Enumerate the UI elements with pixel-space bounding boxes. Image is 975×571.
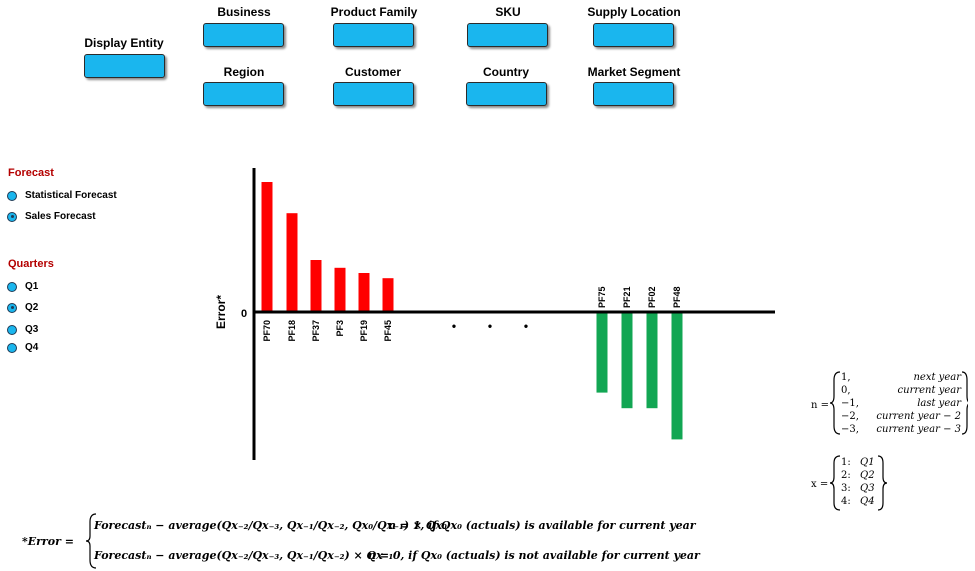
radio-icon[interactable] bbox=[7, 281, 17, 292]
quarters-title: Quarters bbox=[8, 258, 54, 270]
legend-num: −2, bbox=[841, 411, 859, 422]
radio-icon[interactable] bbox=[7, 324, 17, 335]
business-label: Business bbox=[217, 5, 271, 19]
supply-location-label: Supply Location bbox=[587, 5, 681, 19]
legend-num: −3, bbox=[841, 424, 859, 435]
product-family-label: Product Family bbox=[330, 5, 418, 19]
region-label: Region bbox=[223, 65, 265, 79]
legend-num: 1, bbox=[841, 372, 851, 383]
legend-text: next year bbox=[913, 372, 962, 383]
forecast-option-statistical[interactable]: Statistical Forecast bbox=[7, 190, 117, 201]
legend-text: Q2 bbox=[860, 470, 875, 481]
legend-text: current year bbox=[898, 385, 963, 396]
quarter-option-q1[interactable]: Q1 bbox=[7, 281, 38, 292]
y-axis-label: Error* bbox=[214, 295, 228, 329]
category-label: • bbox=[452, 319, 456, 333]
legend-num: 3: bbox=[841, 483, 851, 494]
radio-label: Q4 bbox=[25, 342, 39, 353]
legend-num: 1: bbox=[841, 457, 851, 468]
legend-text: Q4 bbox=[860, 496, 875, 507]
formula-brace-icon bbox=[85, 513, 97, 569]
formula-label: *Error = bbox=[22, 535, 74, 548]
radio-label: Q1 bbox=[25, 281, 39, 292]
formula-row1-condition: n = 1, if Qx₀ (actuals) is available for… bbox=[388, 519, 696, 532]
legend-text: current year − 2 bbox=[876, 411, 961, 422]
bar-pf48 bbox=[671, 312, 683, 440]
quarter-option-q2[interactable]: Q2 bbox=[7, 302, 38, 313]
legend-num: −1, bbox=[841, 398, 859, 409]
category-label: PF37 bbox=[311, 320, 321, 342]
category-labels-group: PF70 PF18 PF37 PF3 PF19 PF45 • • • PF75 PF21 PF02 PF… bbox=[262, 286, 682, 341]
bar-pf21 bbox=[621, 312, 633, 409]
display-entity-label: Display Entity bbox=[84, 36, 164, 50]
market-segment-label: Market Segment bbox=[587, 65, 681, 79]
quarter-option-q3[interactable]: Q3 bbox=[7, 324, 38, 335]
category-label: PF02 bbox=[647, 286, 657, 308]
radio-label: Sales Forecast bbox=[25, 211, 96, 222]
display-entity-field[interactable] bbox=[84, 54, 165, 78]
legend-text: current year − 3 bbox=[876, 424, 961, 435]
radio-label: Q3 bbox=[25, 324, 39, 335]
legend-n-prefix: n = bbox=[811, 400, 829, 411]
product-family-field[interactable] bbox=[333, 23, 414, 47]
legend-x: x = 1: Q1 2: Q2 3: Q3 4: Q4 bbox=[811, 455, 888, 511]
bar-pf37 bbox=[310, 260, 322, 312]
category-label: PF48 bbox=[672, 286, 682, 308]
bars-group bbox=[261, 182, 683, 440]
bar-pf45 bbox=[382, 278, 394, 312]
legend-num: 2: bbox=[841, 470, 851, 481]
bar-pf19 bbox=[358, 273, 370, 312]
category-label: PF18 bbox=[287, 320, 297, 342]
category-label: PF45 bbox=[383, 320, 393, 342]
legend-num: 0, bbox=[841, 385, 851, 396]
legend-num: 4: bbox=[841, 496, 851, 507]
customer-label: Customer bbox=[344, 65, 401, 79]
formula-row2-condition: n = 0, if Qx₀ (actuals) is not available… bbox=[368, 549, 700, 562]
bar-pf18 bbox=[286, 213, 298, 312]
category-label: PF21 bbox=[622, 286, 632, 308]
right-brace-icon bbox=[877, 455, 888, 511]
zero-tick-label: 0 bbox=[241, 308, 247, 320]
forecast-option-sales[interactable]: Sales Forecast bbox=[7, 211, 96, 222]
quarter-option-q4[interactable]: Q4 bbox=[7, 342, 38, 353]
radio-icon[interactable] bbox=[7, 342, 17, 353]
business-field[interactable] bbox=[203, 23, 284, 47]
legend-text: Q1 bbox=[860, 457, 875, 468]
legend-text: last year bbox=[917, 398, 962, 409]
left-brace-icon bbox=[829, 371, 841, 435]
sku-label: SKU bbox=[495, 5, 521, 19]
radio-label: Q2 bbox=[25, 302, 39, 313]
market-segment-field[interactable] bbox=[593, 82, 674, 106]
bar-pf3 bbox=[334, 267, 346, 312]
country-label: Country bbox=[483, 65, 529, 79]
formula-row1-expression: Forecastₙ − average(Qx₋₂/Qx₋₃, Qx₋₁/Qx₋₂… bbox=[94, 519, 447, 532]
left-brace-icon bbox=[829, 455, 841, 511]
category-label: PF75 bbox=[597, 286, 607, 308]
radio-label: Statistical Forecast bbox=[25, 190, 117, 201]
category-label: • bbox=[488, 319, 492, 333]
supply-location-field[interactable] bbox=[593, 23, 674, 47]
customer-field[interactable] bbox=[333, 82, 414, 106]
legend-text: Q3 bbox=[860, 483, 875, 494]
right-brace-icon bbox=[961, 371, 968, 435]
radio-selected-icon[interactable] bbox=[7, 211, 17, 222]
bar-pf75 bbox=[596, 312, 608, 393]
category-label: PF3 bbox=[335, 320, 345, 337]
formula-row2-expression: Forecastₙ − average(Qx₋₂/Qx₋₃, Qx₋₁/Qx₋₂… bbox=[94, 549, 394, 562]
category-label: PF70 bbox=[262, 320, 272, 342]
category-label: PF19 bbox=[359, 320, 369, 342]
category-label: • bbox=[524, 319, 528, 333]
forecast-title: Forecast bbox=[8, 167, 54, 179]
radio-selected-icon[interactable] bbox=[7, 302, 17, 313]
radio-icon[interactable] bbox=[7, 190, 17, 201]
sku-field[interactable] bbox=[467, 23, 548, 47]
bar-pf70 bbox=[261, 182, 273, 312]
legend-x-prefix: x = bbox=[811, 479, 828, 490]
bar-pf02 bbox=[646, 312, 658, 409]
region-field[interactable] bbox=[203, 82, 284, 106]
country-field[interactable] bbox=[466, 82, 547, 106]
legend-n: n = 1, next year 0, current year −1, last yea… bbox=[811, 371, 968, 435]
